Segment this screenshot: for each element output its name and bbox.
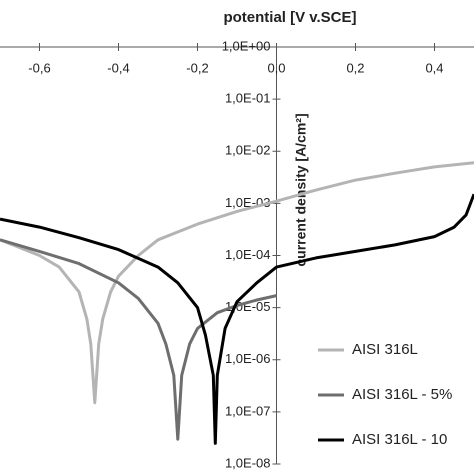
y-axis-label: current density [A/cm²]: [293, 113, 309, 266]
y-tick-label: 1,0E+00: [222, 38, 271, 53]
legend-label: AISI 316L: [352, 341, 418, 358]
y-tick-label: 1,0E-08: [225, 455, 271, 470]
y-tick-label: 1,0E-07: [225, 403, 271, 418]
legend-label: AISI 316L - 5%: [352, 386, 452, 403]
x-tick-label: -0,4: [107, 60, 129, 75]
series-line: [0, 238, 277, 441]
chart-title: potential [V v.SCE]: [223, 9, 356, 26]
y-tick-label: 1,0E-06: [225, 351, 271, 366]
x-tick-label: -0,2: [186, 60, 208, 75]
series-line: [0, 193, 474, 445]
legend-label: AISI 316L - 10: [352, 431, 447, 448]
series-line: [0, 161, 474, 405]
x-tick-label: -0,6: [28, 60, 50, 75]
y-tick-label: 1,0E-02: [225, 143, 271, 158]
y-tick-label: 1,0E-04: [225, 247, 271, 262]
x-tick-label: 0,0: [267, 60, 285, 75]
x-tick-label: 0,4: [425, 60, 443, 75]
y-tick-label: 1,0E-01: [225, 91, 271, 106]
x-tick-label: 0,2: [346, 60, 364, 75]
